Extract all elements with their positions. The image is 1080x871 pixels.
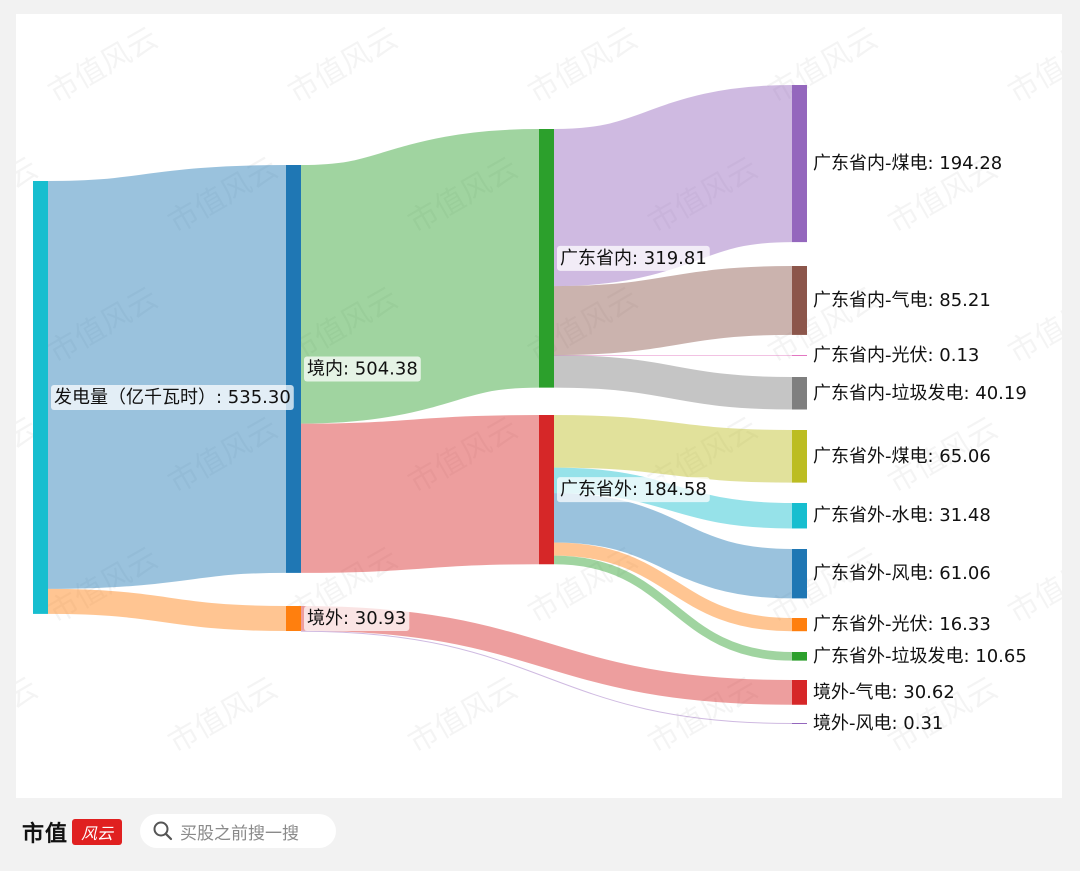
node-label-text-out_hydro: 广东省外-水电: 31.48	[813, 505, 991, 526]
watermark-text: 市值风云	[163, 671, 284, 761]
node-in_gas	[792, 266, 807, 335]
watermark-text: 市值风云	[1003, 21, 1063, 111]
node-label-in_gas: 广东省内-气电: 85.21	[813, 290, 991, 311]
node-label-text-out_pv: 广东省外-光伏: 16.33	[813, 614, 991, 635]
node-overseas	[286, 606, 301, 632]
watermark-text: 市值风云	[403, 671, 524, 761]
link-gd_in-in_coal	[552, 85, 794, 287]
node-domestic	[286, 165, 301, 573]
node-label-gd_in: 广东省内: 319.81	[557, 245, 710, 271]
node-label-gd_out: 广东省外: 184.58	[557, 477, 710, 503]
link-total-domestic	[46, 165, 288, 589]
link-total-overseas	[47, 588, 287, 632]
node-out_waste	[792, 652, 807, 661]
node-label-domestic: 境内: 504.38	[304, 356, 421, 382]
watermark-text: 市值风云	[283, 21, 404, 111]
node-label-text-in_pv: 广东省内-光伏: 0.13	[813, 345, 979, 366]
labels-layer: 发电量（亿千瓦时）: 535.30 境内: 504.38 境外: 30.93 广东省内…	[51, 153, 1027, 734]
watermark-text: 市值风云	[43, 21, 164, 111]
node-label-text-out_waste: 广东省外-垃圾发电: 10.65	[813, 646, 1027, 667]
footer: 市值 风云 买股之前搜一搜	[0, 798, 1080, 871]
brand-text: 市值	[22, 821, 69, 847]
node-label-out_waste: 广东省外-垃圾发电: 10.65	[813, 646, 1027, 667]
node-gd_out	[539, 415, 554, 565]
search-box[interactable]: 买股之前搜一搜	[140, 814, 336, 848]
watermark-text: 市值风云	[1003, 281, 1063, 371]
node-label-in_waste: 广东省内-垃圾发电: 40.19	[813, 383, 1027, 404]
brand-seal: 风云	[72, 819, 123, 845]
link-overseas-os_wind	[300, 630, 793, 724]
node-label-os_wind: 境外-风电: 0.31	[813, 713, 943, 734]
node-label-out_hydro: 广东省外-水电: 31.48	[813, 505, 991, 526]
node-os_gas	[792, 680, 807, 705]
node-label-text-os_wind: 境外-风电: 0.31	[813, 713, 943, 734]
node-label-in_pv: 广东省内-光伏: 0.13	[813, 345, 979, 366]
node-label-os_gas: 境外-气电: 30.62	[813, 682, 955, 703]
link-gd_out-out_pv	[553, 542, 793, 632]
node-out_hydro	[792, 503, 807, 529]
link-gd_in-in_gas	[553, 266, 793, 356]
node-out_pv	[792, 618, 807, 632]
watermark-text: 市值风云	[1003, 541, 1063, 631]
node-in_waste	[792, 377, 807, 410]
link-domestic-gd_out	[300, 415, 540, 573]
watermark-text: 市值风云	[16, 671, 44, 761]
node-in_pv	[792, 355, 807, 356]
search-icon	[153, 821, 173, 841]
node-label-text-out_coal: 广东省外-煤电: 65.06	[813, 446, 991, 467]
node-label-text-domestic: 境内: 504.38	[307, 358, 418, 379]
node-label-text-in_waste: 广东省内-垃圾发电: 40.19	[813, 383, 1027, 404]
watermark-text: 市值风云	[523, 21, 644, 111]
node-out_coal	[792, 430, 807, 483]
link-domestic-gd_in	[298, 129, 542, 424]
node-label-total: 发电量（亿千瓦时）: 535.30	[51, 384, 294, 410]
node-label-out_pv: 广东省外-光伏: 16.33	[813, 614, 991, 635]
node-gd_in	[539, 129, 554, 388]
brand-logo: 市值 风云	[22, 816, 123, 848]
link-gd_in-in_waste	[553, 355, 793, 410]
node-label-out_wind: 广东省外-风电: 61.06	[813, 563, 991, 584]
node-total	[33, 181, 48, 614]
node-label-text-gd_in: 广东省内: 319.81	[560, 248, 707, 269]
node-in_coal	[792, 85, 807, 243]
node-out_wind	[792, 549, 807, 599]
link-gd_out-out_coal	[553, 415, 793, 483]
chart-card: 市值风云 市值风云 市值风云 市值风云 市值风云 市值风云 市值风云 市值风云 市值风云 市值风云…	[16, 14, 1062, 798]
node-label-text-in_gas: 广东省内-气电: 85.21	[813, 290, 991, 311]
search-placeholder: 买股之前搜一搜	[180, 823, 299, 844]
node-label-text-in_coal: 广东省内-煤电: 194.28	[813, 153, 1002, 174]
node-label-text-gd_out: 广东省外: 184.58	[560, 479, 707, 500]
node-label-overseas: 境外: 30.93	[304, 606, 410, 632]
node-label-out_coal: 广东省外-煤电: 65.06	[813, 446, 991, 467]
link-gd_out-out_wind	[553, 493, 793, 599]
node-label-text-total: 发电量（亿千瓦时）: 535.30	[54, 387, 291, 408]
node-os_wind	[792, 723, 807, 724]
link-gd_out-out_waste	[553, 555, 793, 661]
nodes-layer	[33, 85, 807, 724]
node-label-text-out_wind: 广东省外-风电: 61.06	[813, 563, 991, 584]
node-label-text-os_gas: 境外-气电: 30.62	[813, 682, 955, 703]
node-label-text-overseas: 境外: 30.93	[307, 608, 406, 629]
node-label-in_coal: 广东省内-煤电: 194.28	[813, 153, 1002, 174]
